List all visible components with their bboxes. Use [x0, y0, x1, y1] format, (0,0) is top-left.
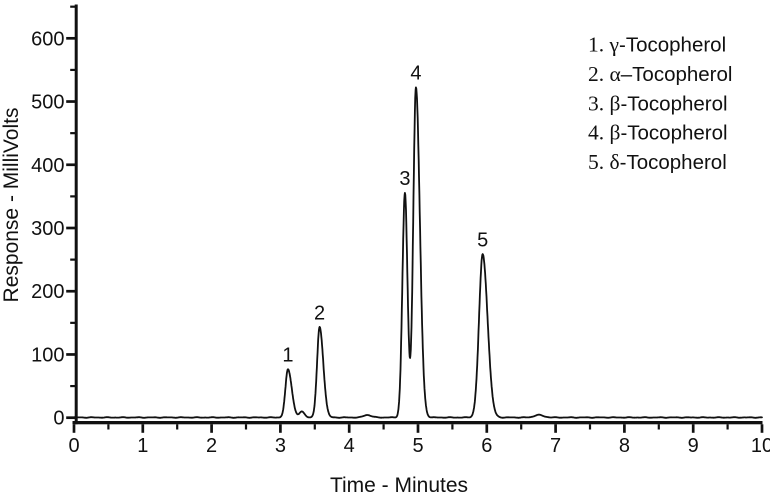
- y-tick-label: 100: [31, 344, 64, 366]
- x-tick-label: 10: [751, 435, 770, 457]
- peak-number-label: 4: [410, 63, 421, 85]
- x-axis-ticks: [72, 424, 764, 433]
- y-tick-label: 600: [31, 28, 64, 50]
- chromatogram-trace-group: [73, 86, 763, 419]
- peak-number-label: 1: [282, 345, 293, 367]
- legend-item-number-symbol: 2. α: [588, 62, 621, 86]
- y-tick-label: 200: [31, 281, 64, 303]
- y-tick-label: 400: [31, 155, 64, 177]
- legend-item-number-symbol: 1. γ: [588, 33, 619, 57]
- y-tick-label: 300: [31, 218, 64, 240]
- x-tick-label: 0: [68, 435, 79, 457]
- legend-item-name: -Tocopherol: [620, 151, 727, 174]
- peak-number-labels: 12 3 4 5: [282, 63, 488, 367]
- chromatogram-trace: [73, 86, 763, 419]
- legend-item-number-symbol: 4. β: [588, 121, 621, 145]
- peak-number-label: 2: [314, 302, 325, 324]
- legend-item-name: -Tocopherol: [620, 122, 727, 145]
- legend-item: 1. γ-Tocopherol: [588, 33, 726, 57]
- x-tick-label: 3: [275, 435, 286, 457]
- legend-item: 2. α–Tocopherol: [588, 62, 732, 86]
- x-tick-label: 8: [619, 435, 630, 457]
- legend-item-number-symbol: 5. δ: [588, 150, 620, 174]
- y-axis-title: Response - MilliVolts: [0, 108, 23, 303]
- legend-item-number-symbol: 3. β: [588, 91, 621, 115]
- y-tick-label: 500: [31, 92, 64, 114]
- legend-item: 5. δ-Tocopherol: [588, 150, 727, 174]
- legend-item-name: -Tocopherol: [620, 92, 727, 115]
- peak-number-label: 3: [399, 168, 410, 190]
- x-tick-label: 2: [206, 435, 217, 457]
- legend-item-name: -Tocopherol: [619, 34, 726, 57]
- legend-item-name: –Tocopherol: [621, 63, 733, 86]
- x-tick-label: 5: [412, 435, 423, 457]
- legend-item: 3. β-Tocopherol: [588, 91, 728, 115]
- y-axis-tick-labels: 0 100 200 300 400 500 600: [31, 28, 64, 429]
- x-axis-title: Time - Minutes: [330, 474, 468, 497]
- peak-number-label: 5: [477, 230, 488, 252]
- x-axis-tick-labels: 0 1 2 3 4 5 6 7 8 9 10: [68, 435, 770, 457]
- x-tick-label: 9: [688, 435, 699, 457]
- x-tick-label: 4: [344, 435, 355, 457]
- x-tick-label: 1: [137, 435, 148, 457]
- x-axis-line: [72, 421, 763, 425]
- y-axis-ticks: [66, 5, 77, 420]
- legend-item: 4. β-Tocopherol: [588, 121, 728, 145]
- x-tick-label: 7: [550, 435, 561, 457]
- x-tick-label: 6: [481, 435, 492, 457]
- y-tick-label: 0: [53, 408, 64, 430]
- y-axis-line: [74, 4, 78, 425]
